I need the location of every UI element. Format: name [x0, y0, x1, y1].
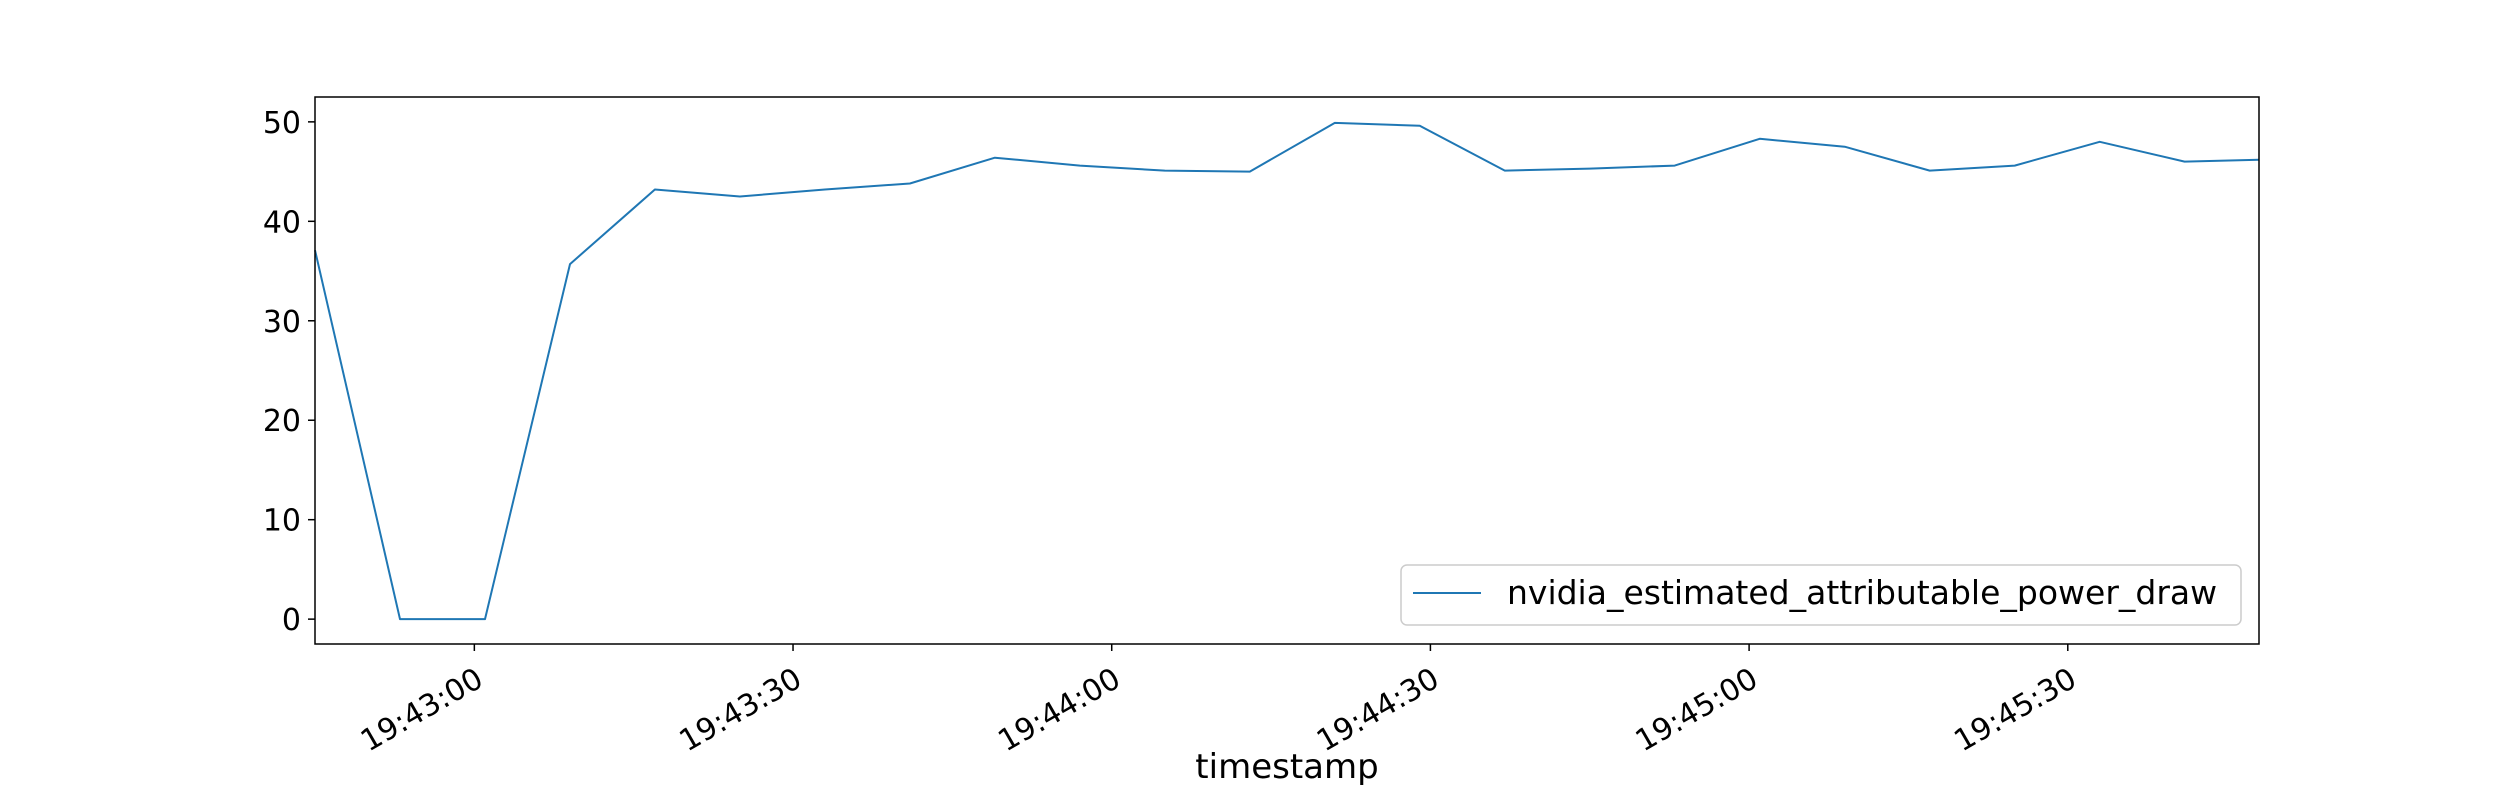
x-tick-label: 19:43:00 — [355, 661, 489, 759]
y-axis-ticks: 0 10 20 30 40 50 — [263, 106, 315, 638]
x-axis-title: timestamp — [1195, 747, 1378, 787]
series-line — [314, 121, 2260, 621]
y-tick-label: 20 — [263, 404, 301, 439]
plot-area-frame — [314, 96, 2260, 645]
y-tick-label: 0 — [282, 603, 301, 638]
x-tick-label: 19:45:00 — [1630, 661, 1764, 759]
series-lines — [314, 121, 2260, 621]
y-tick-label: 30 — [263, 305, 301, 340]
y-tick-label: 50 — [263, 106, 301, 141]
x-axis-ticks: 19:43:00 19:43:30 19:44:00 19:44:30 19:45:00… — [355, 644, 2083, 759]
legend: nvidia_estimated_attributable_power_draw — [1400, 564, 2242, 626]
y-tick-label: 10 — [263, 504, 301, 539]
x-tick-label: 19:44:00 — [992, 661, 1126, 759]
y-tick-label: 40 — [263, 205, 301, 240]
x-tick-label: 19:44:30 — [1311, 661, 1445, 759]
legend-label: nvidia_estimated_attributable_power_draw — [1507, 573, 2217, 612]
legend-box — [1400, 564, 2242, 626]
x-tick-label: 19:45:30 — [1948, 661, 2082, 759]
x-tick-label: 19:43:30 — [674, 661, 808, 759]
